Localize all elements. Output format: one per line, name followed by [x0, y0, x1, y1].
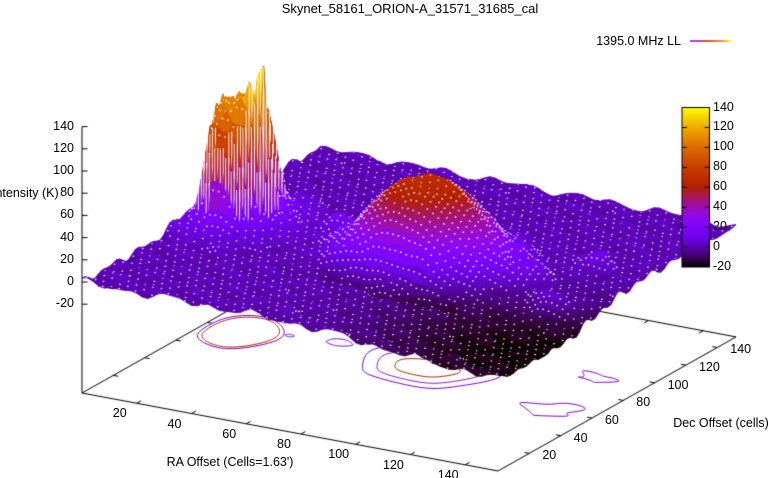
- plot-title: Skynet_58161_ORION-A_31571_31685_cal: [281, 1, 539, 16]
- z-tick-label: 100: [53, 163, 74, 177]
- z-tick-label: 20: [60, 251, 74, 266]
- z-tick-label: 120: [53, 140, 74, 155]
- colorbar-tick-label: 140: [713, 99, 734, 114]
- y-tick-label: 80: [636, 395, 651, 410]
- z-tick-label: 80: [60, 185, 74, 200]
- x-tick-label: 120: [383, 457, 404, 472]
- x-tick-label: 140: [437, 467, 459, 478]
- legend-label: 1395.0 MHz LL: [596, 34, 681, 48]
- colorbar-tick-label: 120: [713, 119, 734, 134]
- colorbar-tick-label: 40: [713, 199, 727, 214]
- x-tick-label: 100: [328, 447, 350, 462]
- colorbar-tick-label: 80: [713, 159, 727, 174]
- y-tick-label: 20: [542, 448, 557, 463]
- x-tick-label: 60: [222, 426, 237, 441]
- x-axis-label: RA Offset (Cells=1.63'): [166, 455, 294, 469]
- y-tick-label: 140: [730, 342, 752, 357]
- colorbar-tick-label: 60: [713, 179, 727, 194]
- z-tick-label: 0: [67, 274, 74, 288]
- colorbar-tick-label: -20: [713, 259, 732, 273]
- colorbar-tick-label: 20: [713, 219, 727, 234]
- x-tick-label: 40: [167, 416, 182, 431]
- z-tick-label: -20: [55, 296, 74, 311]
- z-tick-label: 140: [53, 118, 74, 133]
- y-axis-label: Dec Offset (cells): [673, 416, 769, 430]
- y-tick-label: 40: [573, 430, 588, 445]
- z-tick-label: 60: [60, 207, 74, 222]
- colorbar-tick-label: 0: [713, 239, 720, 254]
- y-tick-label: 120: [698, 360, 720, 375]
- x-tick-label: 80: [277, 437, 291, 452]
- x-tick-label: 20: [112, 406, 127, 421]
- colorbar-tick-label: 100: [713, 139, 734, 154]
- z-tick-label: 40: [60, 229, 74, 244]
- y-tick-label: 100: [667, 377, 689, 392]
- z-axis-label: Intensity (K): [0, 186, 59, 200]
- y-tick-label: 60: [604, 413, 619, 428]
